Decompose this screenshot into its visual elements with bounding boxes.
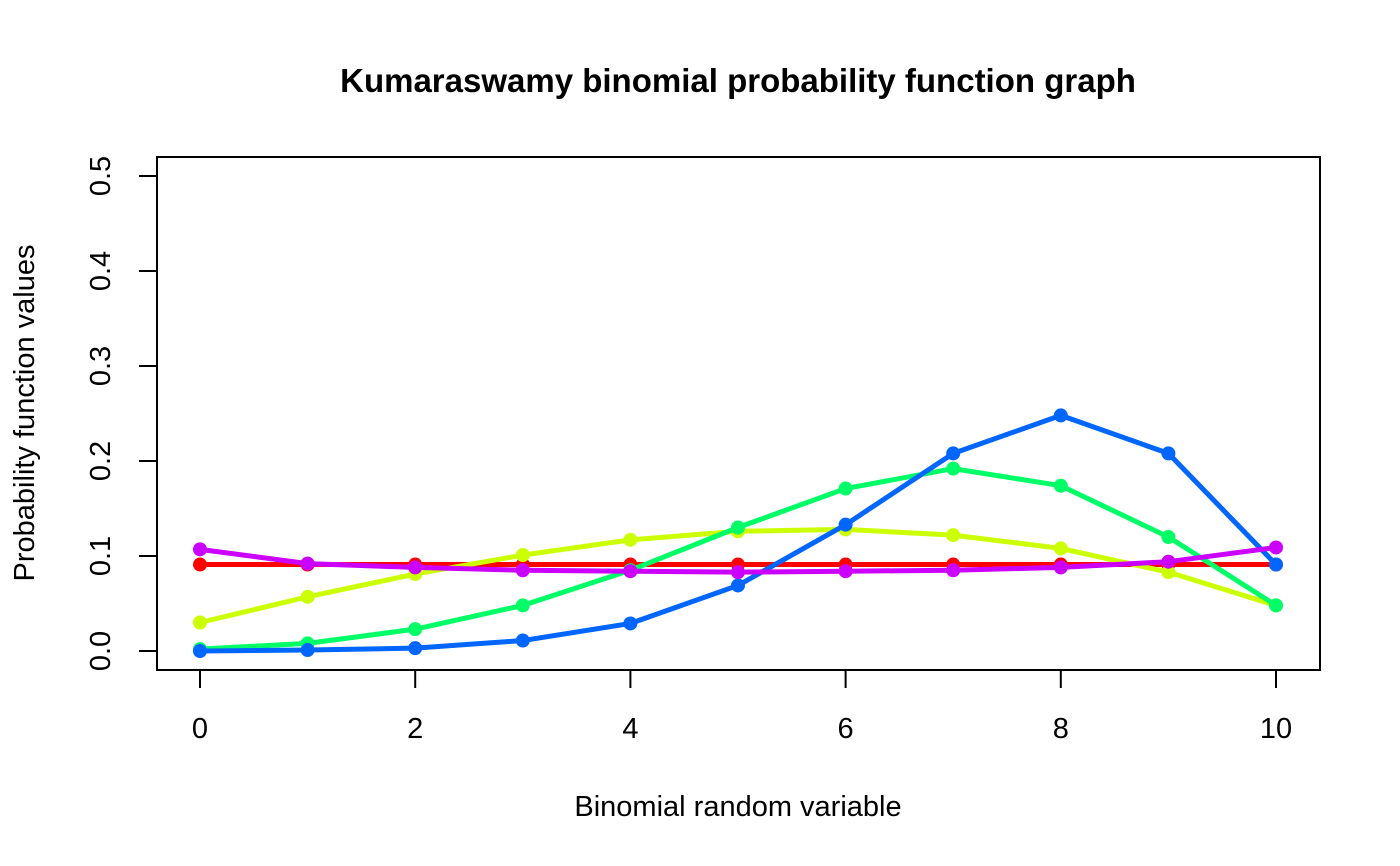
data-point [946,528,961,543]
data-point [1161,530,1176,544]
data-point [515,598,530,613]
series-5 [193,540,1283,580]
data-point [300,556,315,571]
data-point [1053,541,1068,556]
series-layer [193,408,1283,658]
data-point [623,616,638,631]
y-axis-label: Probability function values [9,245,41,582]
y-tick-label: 0.3 [85,346,117,386]
chart-title: Kumaraswamy binomial probability functio… [340,62,1136,99]
x-tick-label: 0 [192,713,208,745]
y-tick-label: 0.5 [85,156,117,196]
x-tick-label: 10 [1260,713,1292,745]
y-tick-label: 0.2 [85,441,117,481]
data-point [623,564,638,579]
x-axis-label: Binomial random variable [574,791,901,823]
data-point [731,565,745,580]
data-point [623,532,638,547]
y-tick-label: 0.1 [85,536,117,576]
data-point [1053,560,1068,575]
data-point [946,446,961,461]
data-point [408,641,423,656]
data-point [1053,408,1068,423]
data-point [193,644,207,658]
x-tick-label: 6 [838,713,854,745]
data-point [300,589,315,604]
data-point [408,560,423,575]
data-point [1161,554,1176,569]
data-point [515,563,530,578]
x-tick-label: 8 [1053,713,1069,745]
data-point [1269,598,1283,613]
y-tick-label: 0.4 [85,251,117,291]
data-point [946,461,961,476]
data-point [838,481,853,496]
y-axis: 0.0 0.1 0.2 0.3 0.4 0.5 [85,156,158,671]
data-point [408,622,423,637]
data-point [515,548,530,563]
data-point [1161,565,1176,580]
data-point [300,643,315,658]
series-4 [193,408,1283,658]
data-point [193,542,207,557]
data-point [946,563,961,578]
data-point [1053,478,1068,493]
x-axis: 0 2 4 6 8 10 [192,669,1292,745]
data-point [1269,540,1283,555]
data-point [731,578,745,593]
data-point [193,615,207,630]
x-tick-label: 2 [407,713,423,745]
data-point [731,520,745,535]
data-point [1269,557,1283,572]
data-point [1161,446,1176,461]
y-tick-label: 0.0 [85,631,117,671]
data-point [515,633,530,648]
data-point [838,517,853,532]
data-point [838,564,853,579]
data-point [193,557,207,572]
x-tick-label: 4 [622,713,638,745]
